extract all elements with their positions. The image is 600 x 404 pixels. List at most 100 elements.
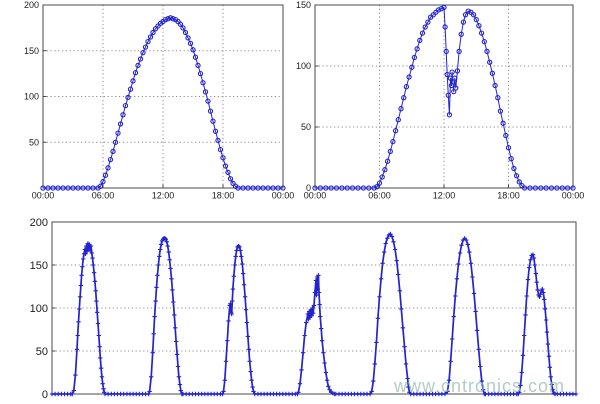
data-marker-circle [280,185,286,191]
subplot-top-left-daily-power-curve: 00:00 06:00 12:00 18:00 00:00 50 100 150 200 [0,0,300,204]
data-marker-circle [227,176,234,182]
data-marker-circle [458,31,464,37]
data-marker-circle [240,185,246,191]
data-marker-circle [508,156,514,162]
data-marker-circle [478,30,485,36]
data-marker-circle [165,16,171,22]
y-tick-label: 150 [296,0,311,10]
data-marker-circle [112,139,119,145]
y-tick-label: 50 [301,122,311,132]
data-marker-circle [570,185,576,191]
data-marker-circle [564,185,571,191]
data-marker-circle [55,185,61,191]
data-marker-circle [97,183,104,189]
data-marker-circle [395,117,401,123]
data-marker-circle [180,25,186,31]
y-tick-label: 50 [36,346,48,358]
data-marker-circle [70,185,76,191]
data-marker-circle [212,128,219,134]
data-marker-circle [245,185,251,191]
data-marker-circle [202,89,209,95]
data-marker-circle [492,82,498,89]
data-marker-circle [442,24,448,30]
data-marker-circle [170,16,176,22]
x-tick-label: 00:00 [304,190,327,200]
data-marker-circle [435,7,442,13]
data-marker-circle [117,121,124,127]
data-marker-circle [195,62,201,69]
y-tick-label: 100 [30,303,48,315]
data-marker-circle [392,128,399,134]
y-tick-label: 150 [30,260,48,272]
data-marker-circle [333,185,340,191]
data-marker-circle [135,62,141,69]
data-marker-circle [360,185,367,191]
data-marker-circle [275,185,281,191]
data-marker-circle [145,38,151,45]
data-marker-circle [441,4,447,11]
data-marker-circle [105,165,111,171]
data-marker-circle [462,12,469,18]
y-tick-label: 150 [24,46,39,56]
data-marker-circle [127,86,134,92]
x-tick-label: 06:00 [92,190,115,200]
data-marker-circle [328,185,334,191]
chart-svg-top-left: 00:00 06:00 12:00 18:00 00:00 50 100 150 200 [24,0,295,200]
data-marker-circle [484,48,490,55]
data-marker-circle [374,184,380,190]
data-marker-circle [177,21,184,27]
data-marker-circle [454,68,461,74]
data-marker-circle [371,185,377,191]
data-marker-circle [500,120,506,126]
data-marker-circle [387,148,393,155]
data-marker-circle [425,19,431,25]
x-tick-label: 00:00 [32,190,55,200]
x-tick-label: 00:00 [272,190,295,200]
chart-svg-bottom: 0 50 100 150 200 [30,217,579,401]
data-marker-circle [449,69,455,75]
data-marker-circle [217,146,224,153]
data-marker-circle [187,40,194,47]
data-marker-circle [438,6,444,12]
data-marker-circle [398,106,404,112]
data-marker-circle [401,95,407,101]
data-marker-circle [255,185,261,191]
x-tick-label: 18:00 [212,190,235,200]
data-marker-circle [495,95,501,101]
data-marker-circle [150,29,156,36]
data-marker-circle [317,185,324,191]
data-marker-circle [50,185,56,191]
data-marker-circle [406,74,412,80]
data-marker-circle [411,54,418,61]
x-tick-label: 12:00 [433,190,456,200]
data-marker-circle [366,185,372,191]
y-tick-label: 200 [30,217,48,229]
data-marker-circle [470,12,477,18]
data-marker-circle [192,54,199,60]
data-marker-circle [417,37,423,44]
data-marker-circle [222,163,229,169]
data-marker-circle [414,46,420,52]
data-marker-circle [250,185,256,191]
data-marker-circle [390,138,396,145]
data-marker-circle [142,44,149,50]
data-marker-circle [554,185,560,191]
data-marker-circle [197,70,204,77]
data-marker-circle [339,185,345,191]
data-marker-circle [422,24,428,30]
data-marker-circle [409,64,415,70]
data-marker-circle [513,173,520,179]
data-marker-circle [453,85,459,91]
y-tick-label: 0 [306,183,311,193]
subplot-bottom-weekly-power-series: 0 50 100 150 200 [0,204,600,404]
data-marker-circle [167,15,174,21]
data-marker-circle [140,49,146,56]
data-marker-circle [489,70,496,76]
data-marker-circle [543,185,549,191]
y-tick-label: 50 [29,137,39,147]
data-line [315,6,573,189]
data-marker-circle [200,80,206,86]
data-marker-circle [260,185,266,191]
data-marker-circle [122,102,129,109]
